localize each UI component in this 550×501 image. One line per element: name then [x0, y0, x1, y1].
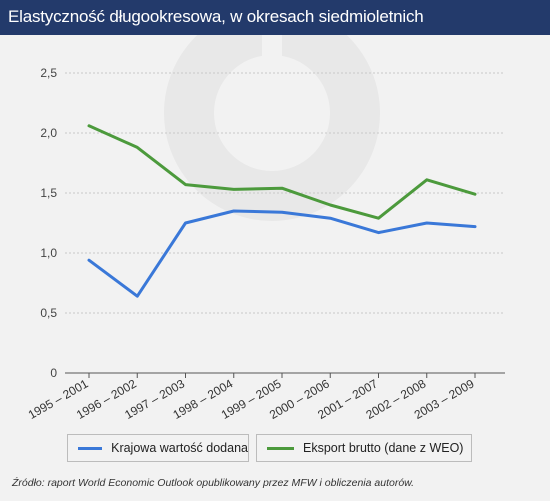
legend-swatch-series-1 [78, 446, 103, 450]
series-line-2 [87, 124, 477, 220]
gridlines [65, 72, 505, 374]
y-tick-label: 0 [50, 366, 57, 380]
chart-title: Elastyczność długookresowa, w okresach s… [8, 7, 424, 26]
watermark-logo [164, 35, 380, 221]
y-tick-label: 2,0 [40, 126, 57, 140]
series-lines [87, 124, 477, 298]
legend-swatch-series-2 [267, 446, 294, 450]
series-line-1 [87, 209, 477, 298]
title-bar: Elastyczność długookresowa, w okresach s… [0, 0, 550, 35]
legend-label-series-2: Eksport brutto (dane z WEO) [303, 441, 464, 455]
y-tick-label: 0,5 [40, 306, 57, 320]
legend-item-series-1: Krajowa wartość dodana [67, 434, 249, 462]
y-tick-label: 1,0 [40, 246, 57, 260]
y-tick-label: 1,5 [40, 186, 57, 200]
y-tick-label: 2,5 [40, 66, 57, 80]
legend-label-series-1: Krajowa wartość dodana [111, 441, 248, 455]
y-axis-ticks: 0 0,5 1,0 1,5 2,0 2,5 [40, 66, 57, 380]
source-note: Źródło: raport World Economic Outlook op… [12, 477, 415, 489]
legend-item-series-2: Eksport brutto (dane z WEO) [256, 434, 472, 462]
